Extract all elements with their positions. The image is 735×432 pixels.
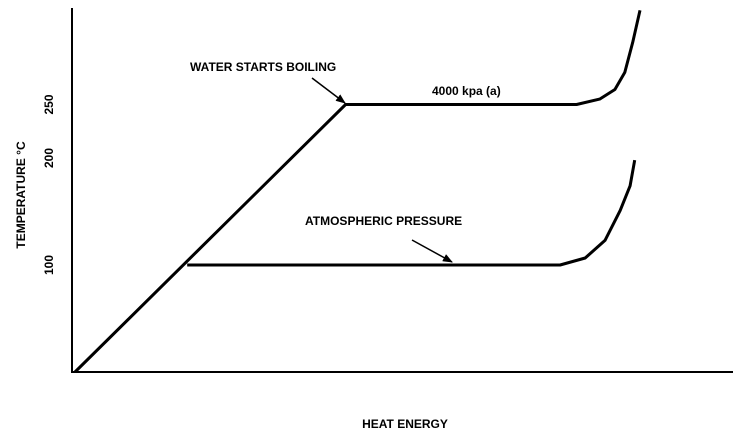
y-tick-label: 100	[42, 255, 56, 275]
series-line	[187, 159, 637, 267]
annotation: 4000 kpa (a)	[432, 84, 501, 98]
y-tick-label: 200	[42, 148, 56, 168]
annotation: ATMOSPHERIC PRESSURE	[305, 214, 462, 228]
y-axis-label: TEMPERATURE °C	[14, 141, 28, 249]
y-tick-label: 250	[42, 94, 56, 114]
series-line	[73, 9, 642, 374]
annotation: WATER STARTS BOILING	[190, 60, 336, 74]
x-axis-label: HEAT ENERGY	[362, 417, 448, 431]
annotation-arrow	[411, 239, 453, 263]
annotation-arrow	[311, 77, 346, 104]
